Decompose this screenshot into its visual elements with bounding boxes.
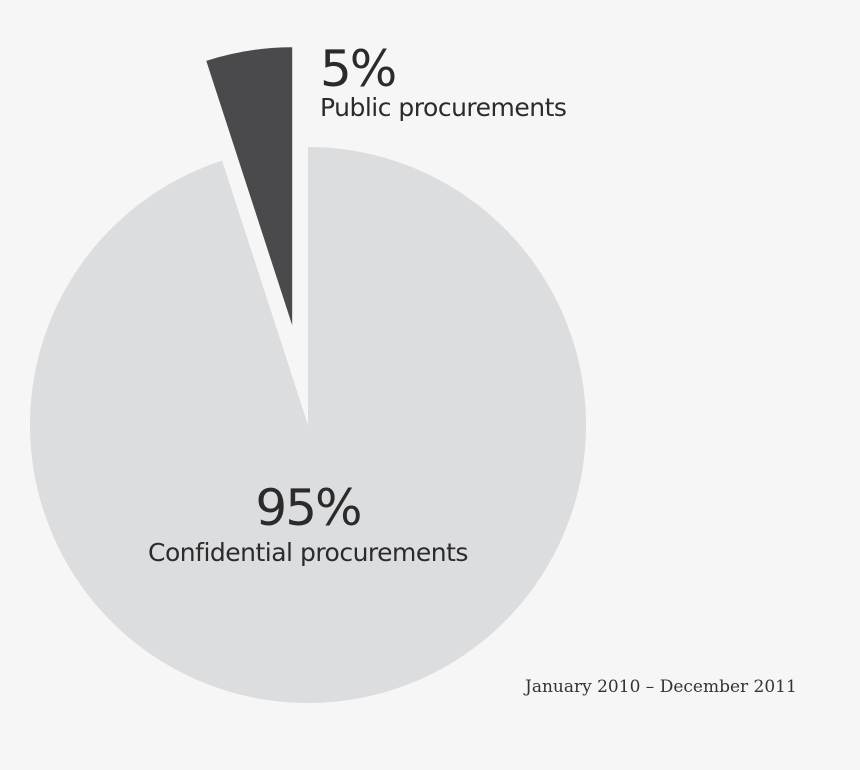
confidential-label: 95% Confidential procurements bbox=[124, 483, 492, 567]
confidential-percent: 95% bbox=[255, 479, 362, 537]
public-percent: 5% bbox=[320, 40, 397, 98]
date-range-note: January 2010 – December 2011 bbox=[525, 677, 797, 697]
confidential-category: Confidential procurements bbox=[148, 538, 468, 567]
pie-slice-confidential-procurements bbox=[29, 147, 586, 703]
pie-slice-public-procurements bbox=[206, 47, 293, 326]
public-category: Public procurements bbox=[320, 93, 567, 122]
public-label: 5% Public procurements bbox=[320, 40, 567, 122]
